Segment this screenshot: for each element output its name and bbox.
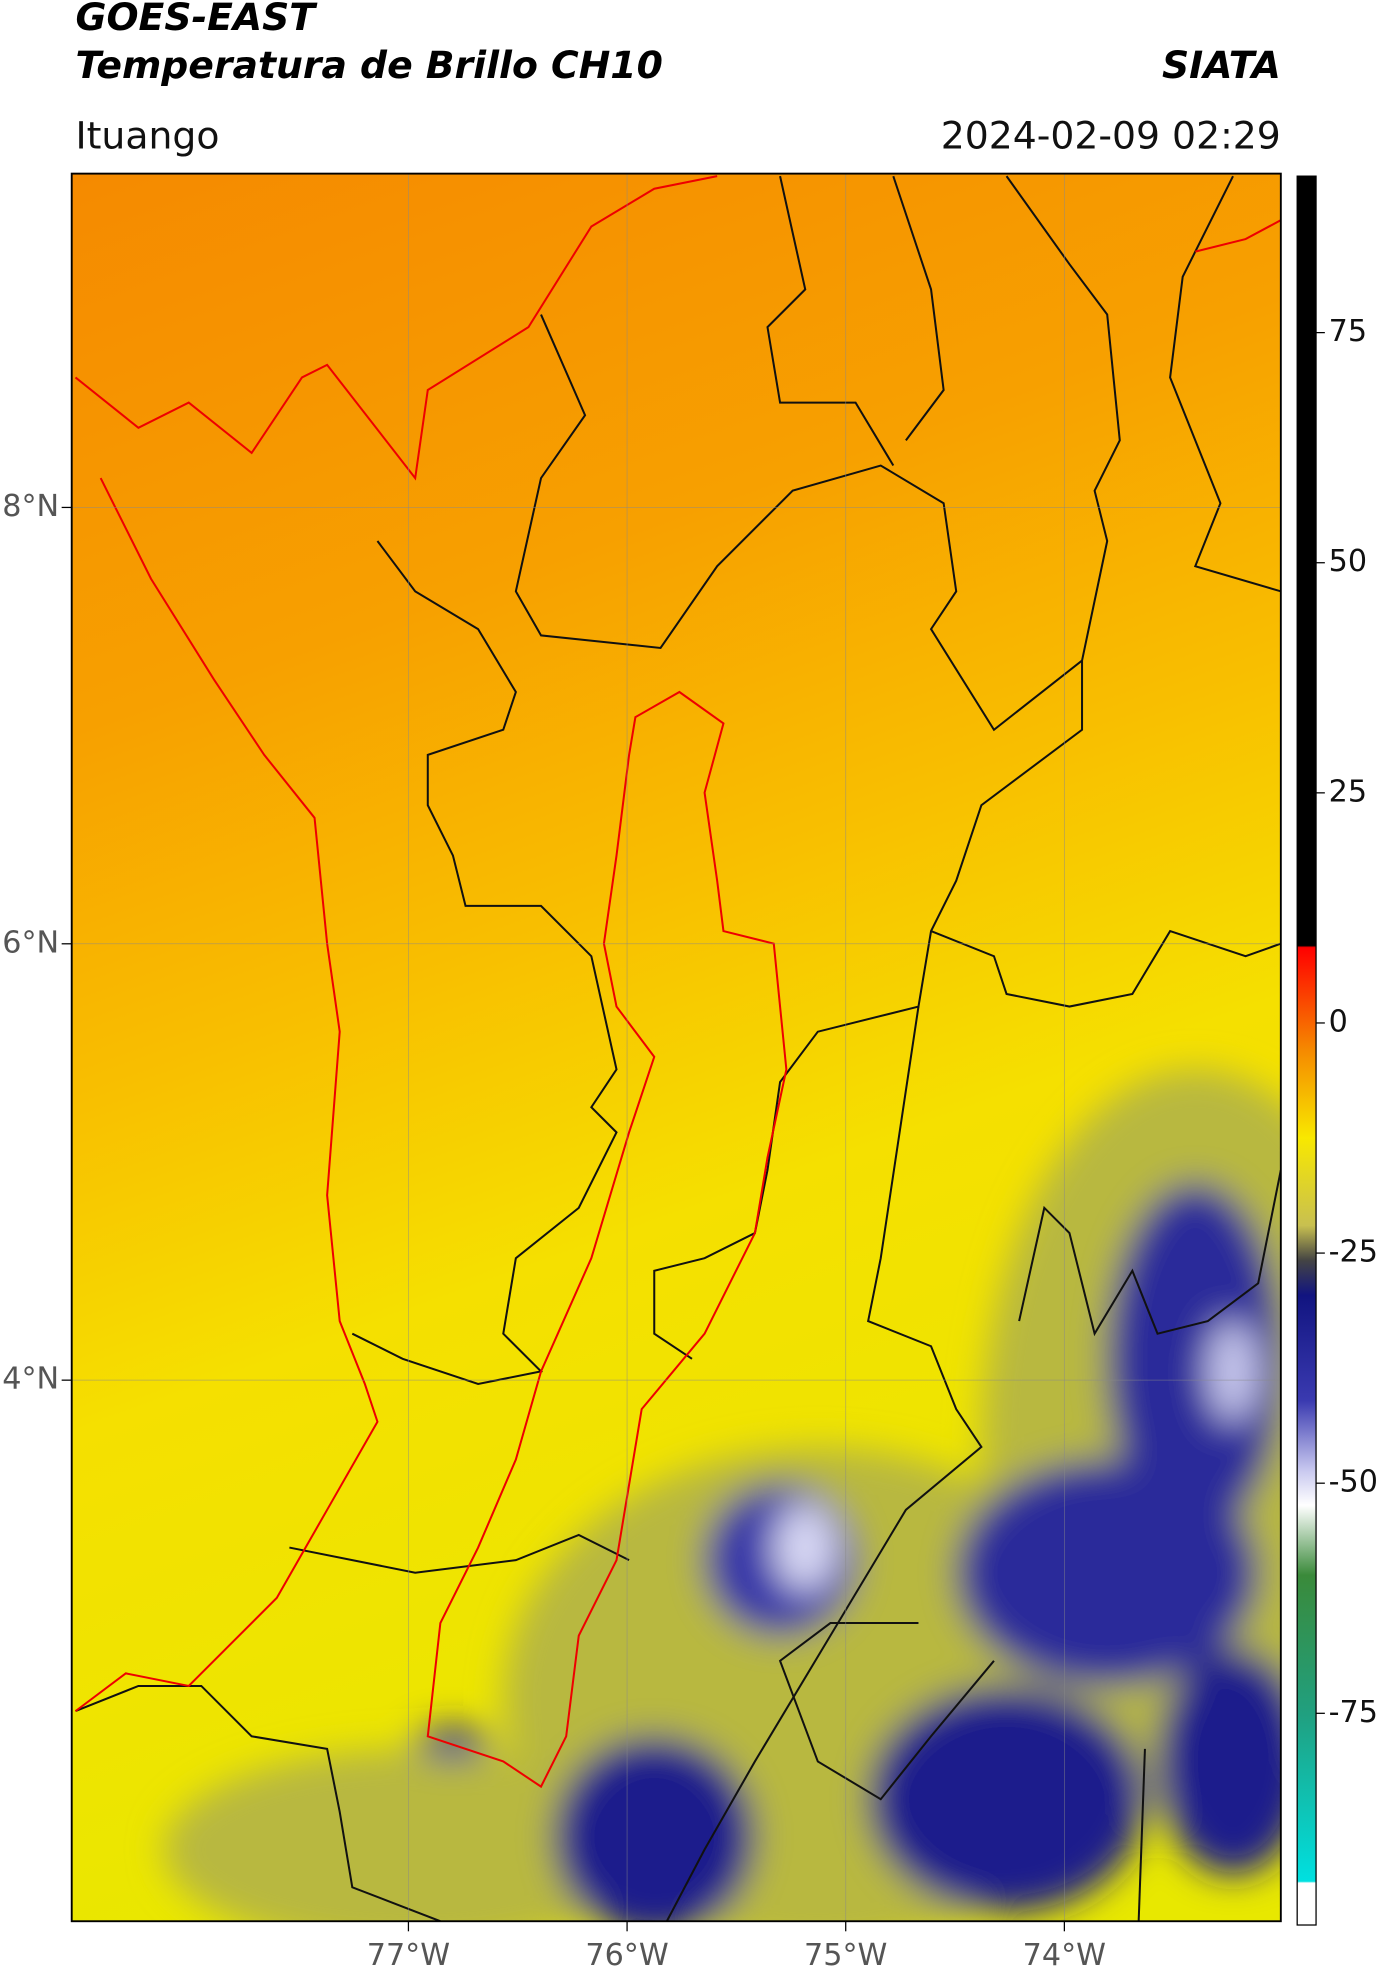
colorbar-tick-label: 75	[1329, 314, 1367, 349]
admin-borders	[75, 175, 1281, 1922]
colorbar-tick-label: 0	[1329, 1004, 1348, 1039]
x-tick-label: 74°W	[1023, 1938, 1106, 1973]
y-tick-label: 8°N	[2, 489, 59, 524]
colorbar	[1296, 175, 1317, 1926]
x-tick-label: 75°W	[804, 1938, 887, 1973]
grid	[71, 173, 1281, 1922]
colorbar-tick-label: 25	[1329, 774, 1367, 809]
y-tick-label: 6°N	[2, 925, 59, 960]
y-tick-label: 4°N	[2, 1362, 59, 1397]
x-tick-label: 76°W	[585, 1938, 668, 1973]
title: GOES-EAST	[75, 0, 318, 39]
timestamp: 2024-02-09 02:29	[941, 113, 1281, 157]
basin-and-coast	[74, 175, 1281, 1789]
map-frame	[70, 172, 1282, 1923]
map-area	[71, 173, 1281, 1922]
colorbar-tick-label: -50	[1329, 1465, 1378, 1500]
subtitle: Temperatura de Brillo CH10	[75, 43, 662, 87]
region: Ituango	[75, 113, 219, 157]
colorbar-tick-label: -75	[1329, 1695, 1378, 1730]
colorbar-tick-label: 50	[1329, 544, 1367, 579]
x-tick-label: 77°W	[367, 1938, 450, 1973]
agency: SIATA	[1162, 43, 1281, 87]
colorbar-tick-label: -25	[1329, 1235, 1378, 1270]
